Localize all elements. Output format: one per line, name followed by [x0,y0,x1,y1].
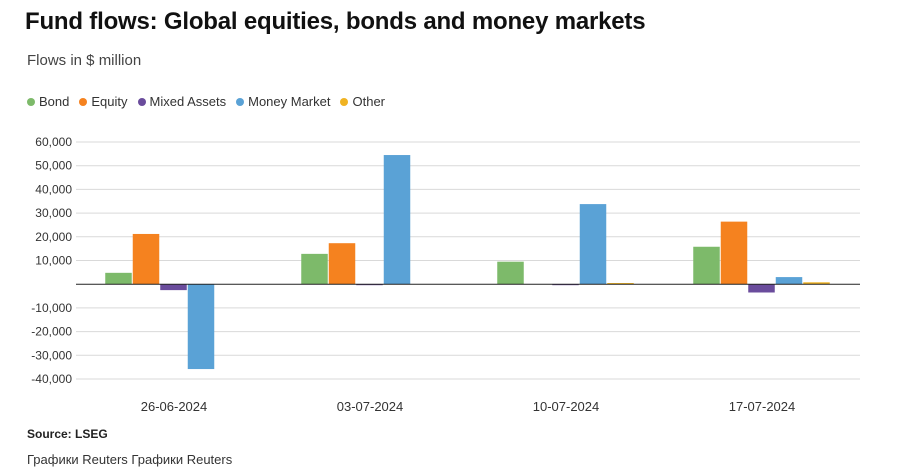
bar-other-17-07-2024 [803,282,830,285]
legend-label: Bond [39,94,70,109]
bar-equity-17-07-2024 [720,221,748,285]
bar-mixed-assets-17-07-2024 [748,284,775,293]
legend-item-mixed-assets: Mixed Assets [137,94,227,109]
legend-item-equity: Equity [79,94,128,109]
legend-item-other: Other [340,94,385,109]
legend-swatch [236,97,245,106]
y-tick-label: -20,000 [31,325,72,339]
y-tick-label: -10,000 [31,301,72,315]
bar-mixed-assets-26-06-2024 [160,284,187,291]
y-tick-label: 20,000 [35,230,72,244]
legend-swatch [79,97,88,106]
legend-label: Money Market [248,94,331,109]
source-note: Source: LSEG [27,427,108,441]
y-tick-label: 10,000 [35,254,72,268]
legend-item-bond: Bond [27,94,69,109]
x-tick-label: 03-07-2024 [337,399,404,414]
bar-bond-17-07-2024 [693,246,720,285]
legend-swatch [27,97,35,106]
bar-other-10-07-2024 [607,283,634,285]
y-tick-label: 30,000 [35,206,72,220]
legend-swatch [137,97,146,106]
bar-bond-10-07-2024 [497,261,524,285]
bar-money-market-03-07-2024 [383,155,411,285]
legend-label: Other [352,94,385,109]
y-tick-label: -30,000 [31,348,72,362]
bar-equity-26-06-2024 [132,233,160,285]
credit-note: Графики Reuters Графики Reuters [27,452,233,467]
bar-money-market-10-07-2024 [579,204,607,285]
x-tick-label: 17-07-2024 [729,399,796,414]
chart-legend: Bond Equity Mixed Assets Money Market Other [27,94,395,109]
y-tick-label: 50,000 [35,159,72,173]
bars [105,155,830,370]
legend-item-money-market: Money Market [236,94,330,109]
x-axis: 26-06-2024 03-07-2024 10-07-2024 17-07-2024 [141,399,796,414]
y-tick-label: 40,000 [35,182,72,196]
bar-bond-26-06-2024 [105,272,132,285]
legend-label: Mixed Assets [149,94,227,109]
x-tick-label: 26-06-2024 [141,399,208,414]
bar-money-market-26-06-2024 [187,284,215,370]
y-axis: -40,000 -30,000 -20,000 -10,000 10,000 20,000… [31,135,72,386]
bar-money-market-17-07-2024 [775,277,803,285]
y-tick-label: 60,000 [35,135,72,149]
legend-label: Equity [91,94,128,109]
legend-swatch [340,97,349,106]
y-tick-label: -40,000 [31,372,72,386]
bar-bond-03-07-2024 [301,253,328,285]
bar-equity-03-07-2024 [328,243,356,285]
chart-subtitle: Flows in $ million [27,52,142,69]
grid-lines [76,141,860,380]
x-tick-label: 10-07-2024 [533,399,600,414]
chart-title: Fund flows: Global equities, bonds and m… [25,8,646,35]
